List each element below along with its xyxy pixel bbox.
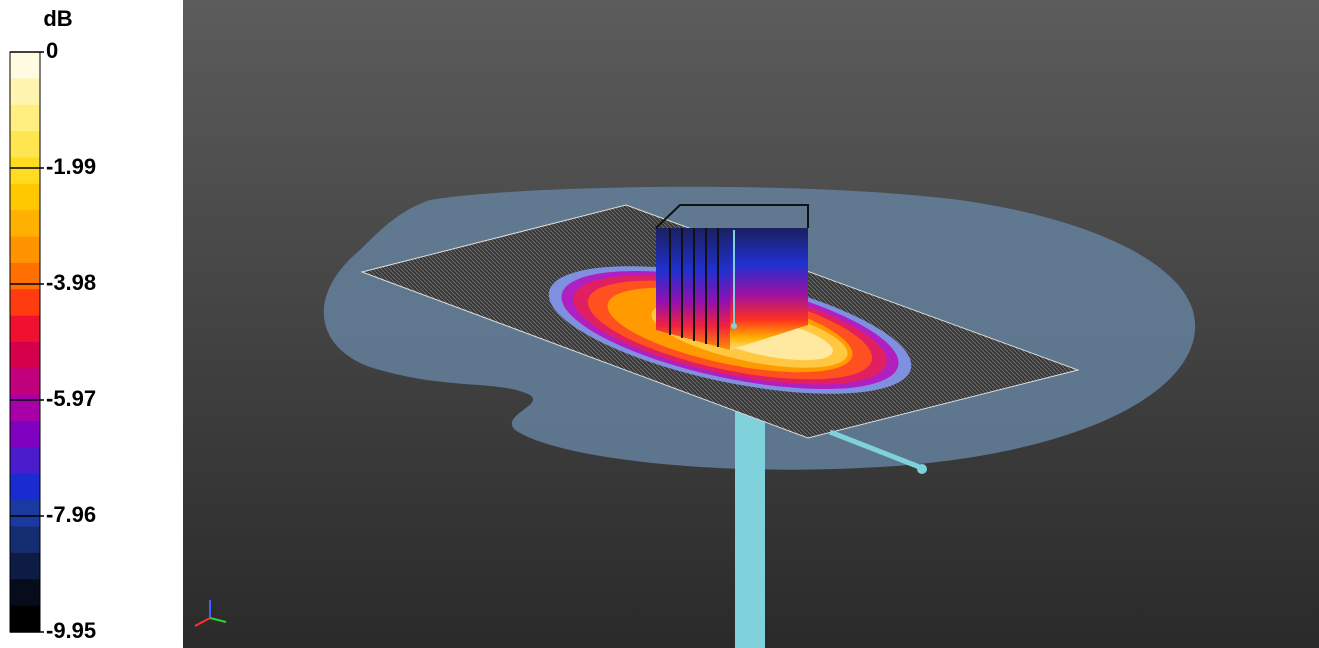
colorbar-band	[10, 552, 40, 580]
viewport	[183, 0, 1319, 648]
axes-triad	[194, 600, 227, 627]
colorbar-band	[10, 131, 40, 158]
colorbar-band	[10, 78, 40, 106]
colorbar-tick-label: -9.95	[46, 618, 96, 643]
colorbar-label: dB	[43, 6, 72, 31]
colorbar-band	[10, 210, 40, 238]
arm	[829, 429, 923, 471]
colorbar: dB 0 -1.99 -3.98 -5.97 -7.96 -9.95	[9, 6, 96, 643]
colorbar-band	[10, 315, 40, 343]
colorbar-band	[10, 104, 40, 132]
colorbar-band	[10, 605, 40, 633]
colorbar-tick-label: -1.99	[46, 154, 96, 179]
pole	[735, 410, 765, 648]
colorbar-band	[10, 500, 40, 528]
colorbar-band	[10, 421, 40, 448]
colorbar-band	[10, 262, 40, 290]
cube-fins	[655, 204, 809, 347]
feed-tip	[731, 323, 737, 329]
colorbar-band	[10, 289, 40, 317]
colorbar-band	[10, 447, 40, 475]
colorbar-band	[10, 236, 40, 264]
colorbar-tick-label: -5.97	[46, 386, 96, 411]
colorbar-band	[10, 579, 40, 607]
colorbar-band	[10, 52, 40, 79]
arm-tip	[917, 464, 927, 474]
colorbar-band	[10, 368, 40, 396]
colorbar-tick-label: 0	[46, 38, 58, 63]
colorbar-band	[10, 526, 40, 554]
colorbar-tick-label: -3.98	[46, 270, 96, 295]
colorbar-band	[10, 157, 40, 185]
colorbar-band	[10, 183, 40, 211]
colorbar-band	[10, 342, 40, 369]
colorbar-band	[10, 473, 40, 501]
colorbar-band	[10, 394, 40, 422]
colorbar-tick-label: -7.96	[46, 502, 96, 527]
